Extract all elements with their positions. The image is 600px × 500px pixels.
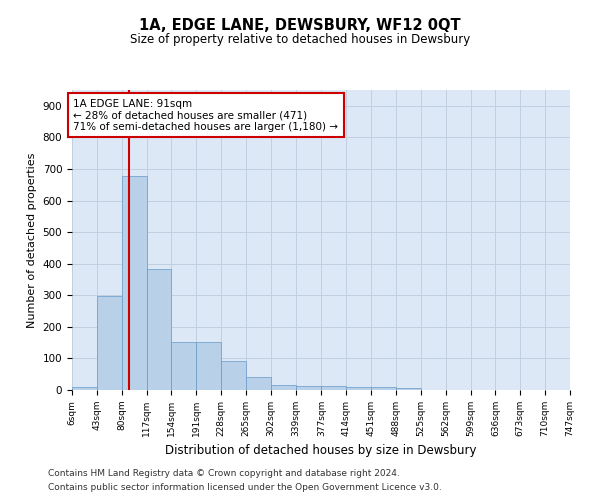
Bar (172, 342, 196, 390)
Bar (221, 362, 246, 390)
Bar (371, 387, 396, 390)
Bar (196, 342, 221, 390)
Text: Size of property relative to detached houses in Dewsbury: Size of property relative to detached ho… (130, 32, 470, 46)
X-axis label: Distribution of detached houses by size in Dewsbury: Distribution of detached houses by size … (165, 444, 477, 458)
Text: Contains public sector information licensed under the Open Government Licence v3: Contains public sector information licen… (48, 484, 442, 492)
Y-axis label: Number of detached properties: Number of detached properties (27, 152, 37, 328)
Text: 1A EDGE LANE: 91sqm
← 28% of detached houses are smaller (471)
71% of semi-detac: 1A EDGE LANE: 91sqm ← 28% of detached ho… (73, 98, 338, 132)
Bar (246, 378, 271, 390)
Bar (97, 296, 122, 390)
Bar (396, 388, 421, 390)
Bar (322, 386, 346, 390)
Bar (72, 388, 97, 390)
Text: Contains HM Land Registry data © Crown copyright and database right 2024.: Contains HM Land Registry data © Crown c… (48, 468, 400, 477)
Bar (146, 270, 172, 390)
Text: 1A, EDGE LANE, DEWSBURY, WF12 0QT: 1A, EDGE LANE, DEWSBURY, WF12 0QT (139, 18, 461, 32)
Bar (271, 385, 296, 390)
Bar (296, 386, 320, 390)
Bar (346, 386, 371, 390)
Bar (122, 176, 146, 390)
